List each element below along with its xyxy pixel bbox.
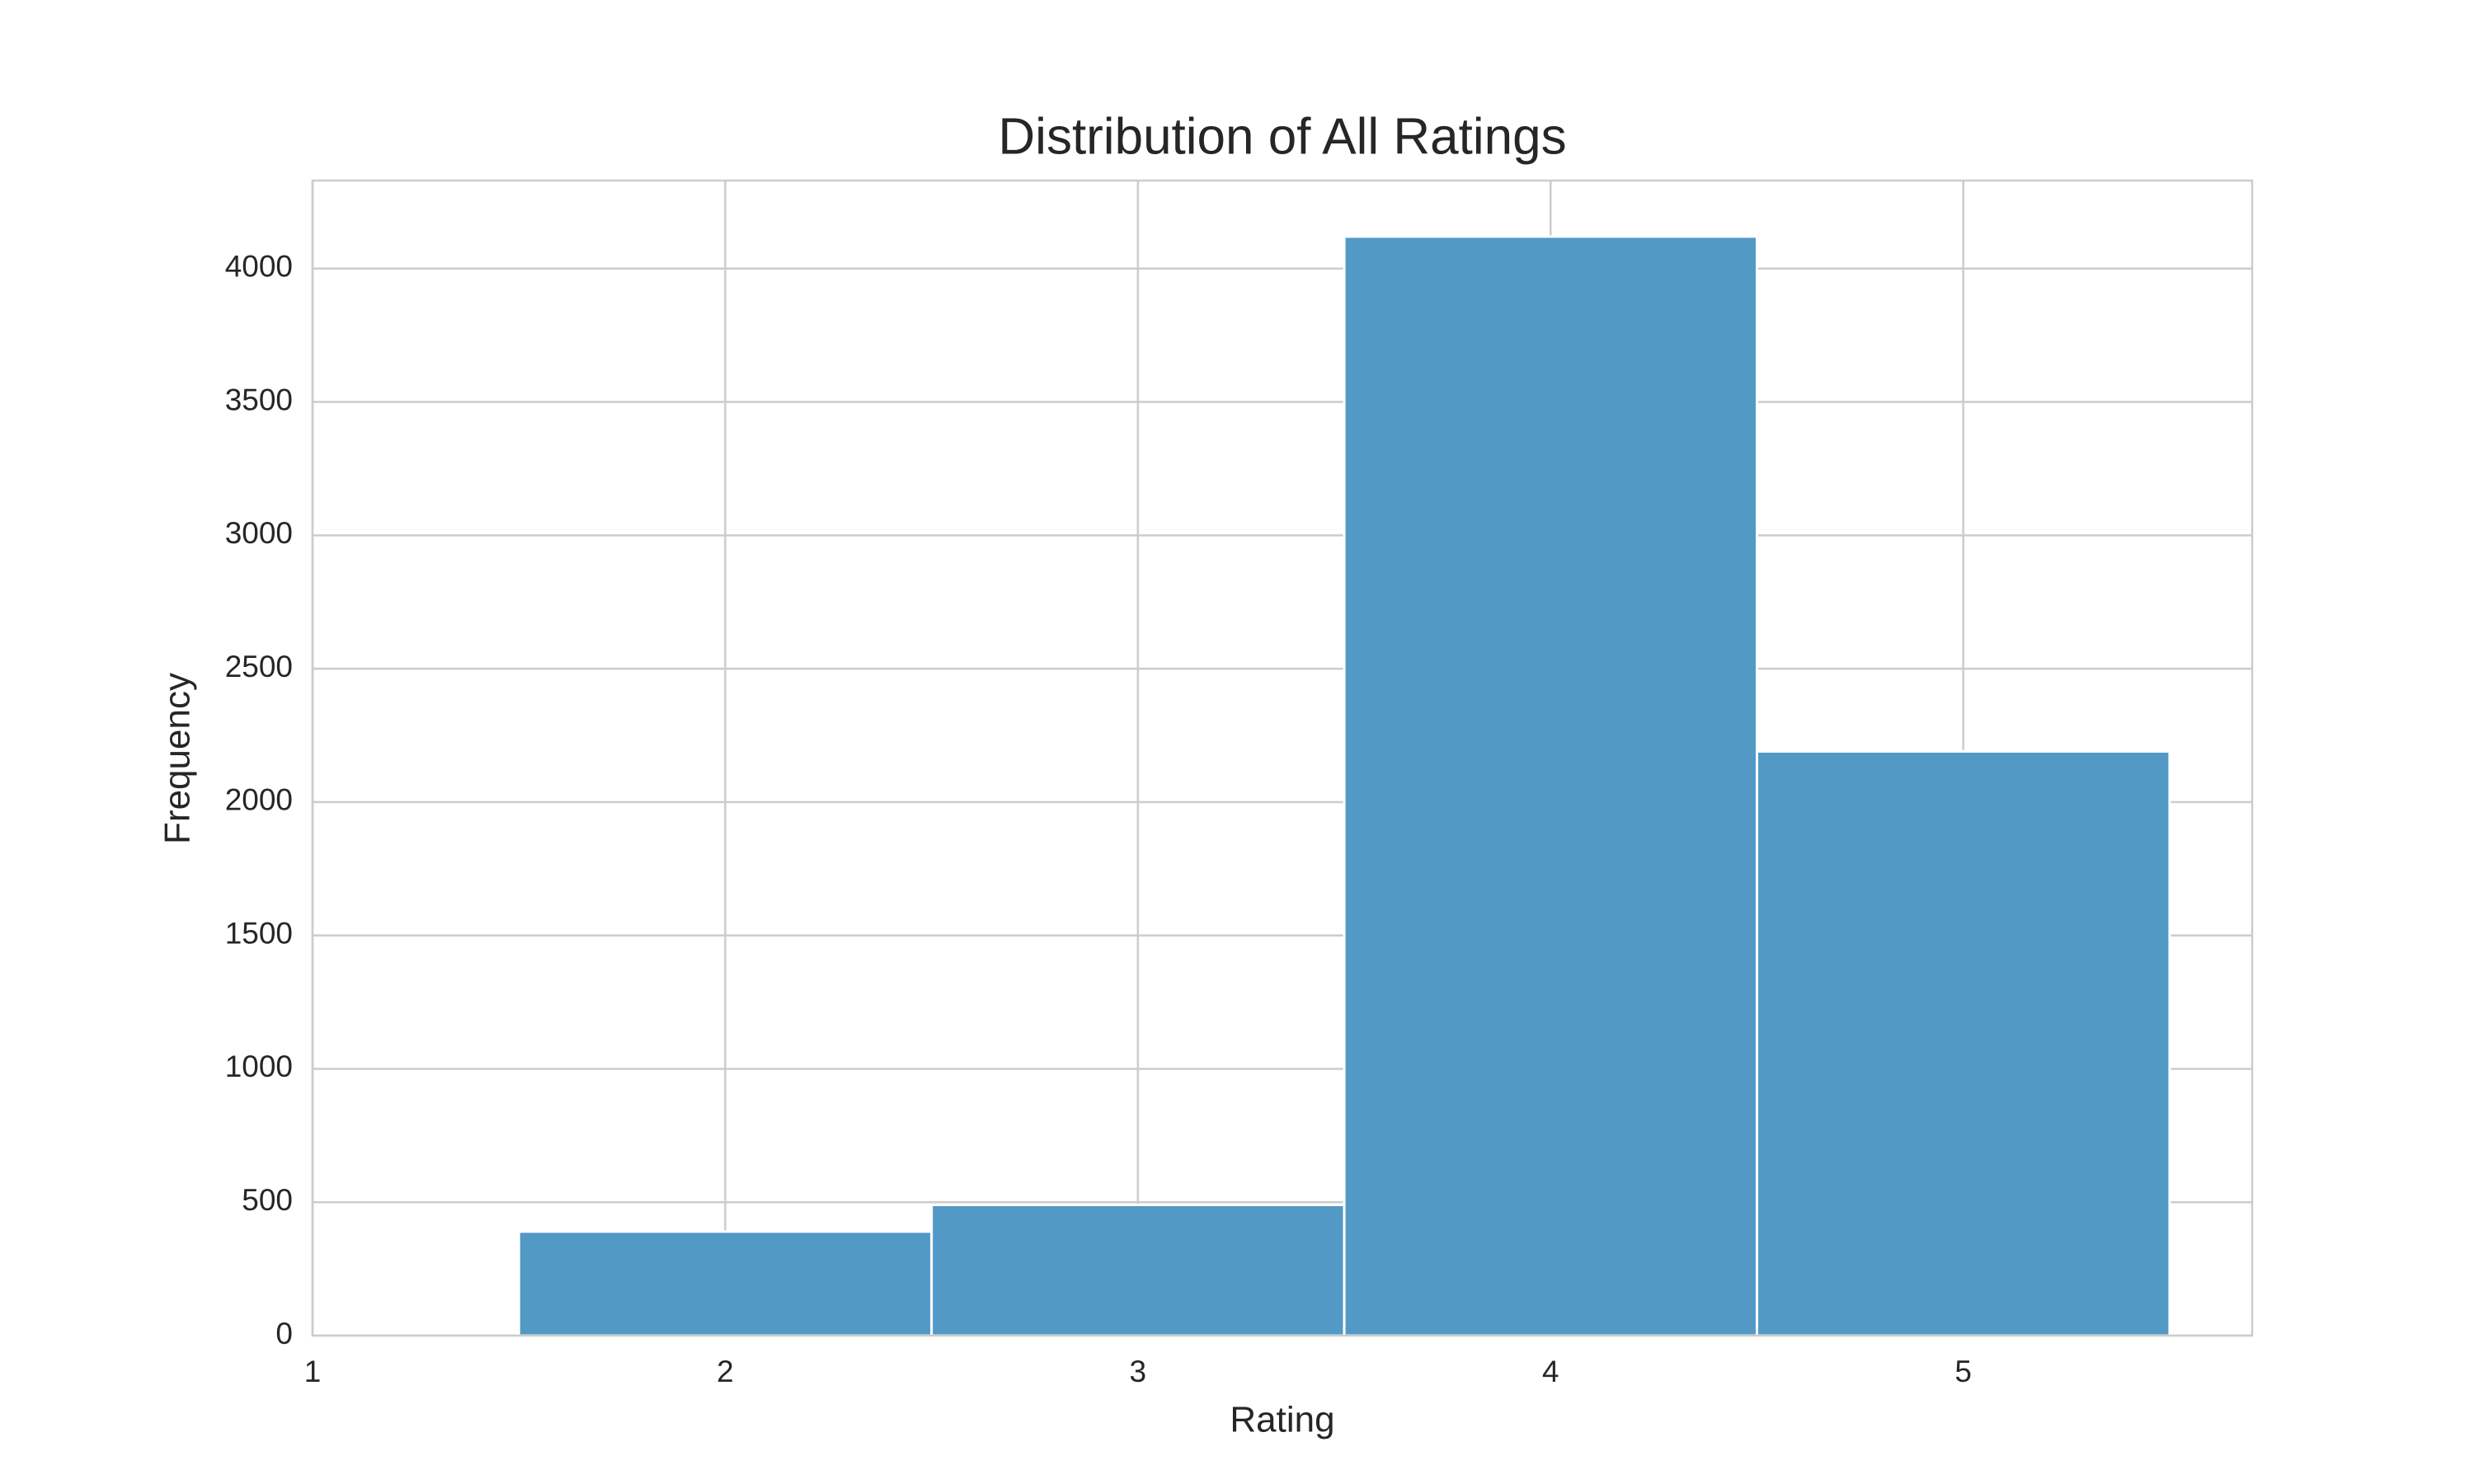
y-tick-label: 500 bbox=[242, 1183, 293, 1217]
y-tick-label: 3000 bbox=[225, 516, 293, 550]
x-tick-label: 1 bbox=[304, 1355, 322, 1388]
chart-title: Distribution of All Ratings bbox=[998, 108, 1566, 165]
y-tick-label: 1000 bbox=[225, 1050, 293, 1083]
y-tick-label: 4000 bbox=[225, 250, 293, 284]
x-axis-label: Rating bbox=[1230, 1400, 1334, 1440]
y-tick-label: 1500 bbox=[225, 916, 293, 950]
bar bbox=[930, 1203, 1346, 1337]
y-tick-label: 2500 bbox=[225, 650, 293, 683]
y-tick-label: 2000 bbox=[225, 783, 293, 817]
x-tick-label: 2 bbox=[717, 1355, 734, 1388]
x-tick-label: 4 bbox=[1542, 1355, 1559, 1388]
bar bbox=[1343, 235, 1758, 1337]
y-tick-label: 3500 bbox=[225, 383, 293, 416]
y-tick-label: 0 bbox=[275, 1317, 293, 1350]
bar bbox=[517, 1230, 934, 1337]
y-axis-label: Frequency bbox=[158, 673, 198, 844]
x-tick-label: 3 bbox=[1130, 1355, 1147, 1388]
x-tick-label: 5 bbox=[1954, 1355, 1972, 1388]
bar bbox=[1755, 749, 2171, 1337]
plot-frame bbox=[311, 179, 2254, 1337]
